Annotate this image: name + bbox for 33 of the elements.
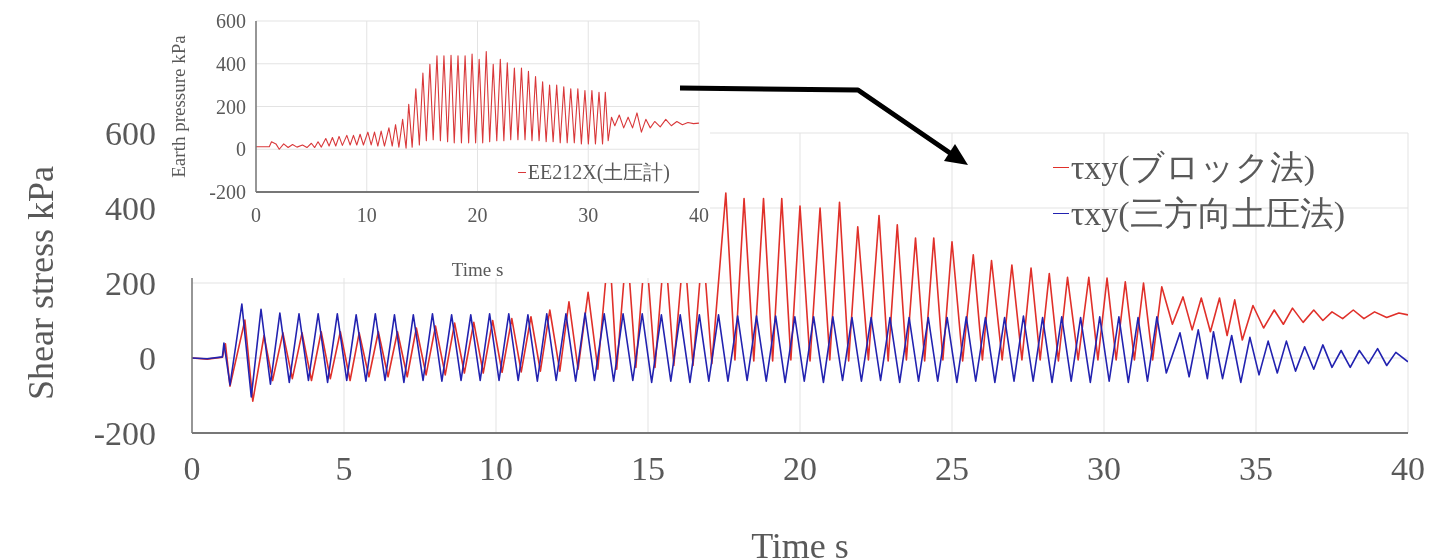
y-axis-title: Earth pressure kPa [167,34,189,178]
x-tick-label: 30 [1087,450,1121,488]
y-axis-title: Shear stress kPa [20,166,61,400]
x-tick-label: 40 [1391,450,1425,488]
y-tick-label: 200 [216,95,246,118]
legend-label: EE212X(土圧計) [527,160,670,186]
y-tick-label: 200 [105,265,156,303]
y-tick-label: 0 [139,340,156,378]
x-tick-label: 10 [356,204,377,227]
y-tick-label: 400 [216,52,246,75]
x-axis-title: Time s [751,526,849,560]
x-tick-label: 30 [578,204,599,227]
x-tick-label: 20 [783,450,817,488]
x-tick-label: 25 [935,450,969,488]
y-tick-label: 600 [216,10,246,33]
legend-label: τxy(ブロック法) [1070,148,1315,188]
y-tick-label: 0 [236,138,246,161]
x-tick-label: 20 [467,204,488,227]
x-tick-label: 40 [689,204,709,227]
legend-label: τxy(三方向土圧法) [1070,193,1345,234]
y-tick-label: 600 [105,115,156,153]
line-series [192,303,1408,398]
line-series [256,51,699,150]
x-tick-label: 35 [1239,450,1273,488]
x-tick-label: 10 [479,450,513,488]
y-tick-label: 400 [105,190,156,228]
x-tick-label: 0 [251,204,261,227]
x-tick-label: 0 [183,450,201,488]
x-axis-title: Time s [451,259,504,280]
y-tick-label: -200 [209,181,246,204]
x-tick-label: 15 [631,450,665,488]
x-tick-label: 5 [335,450,353,488]
y-tick-label: -200 [93,415,156,453]
